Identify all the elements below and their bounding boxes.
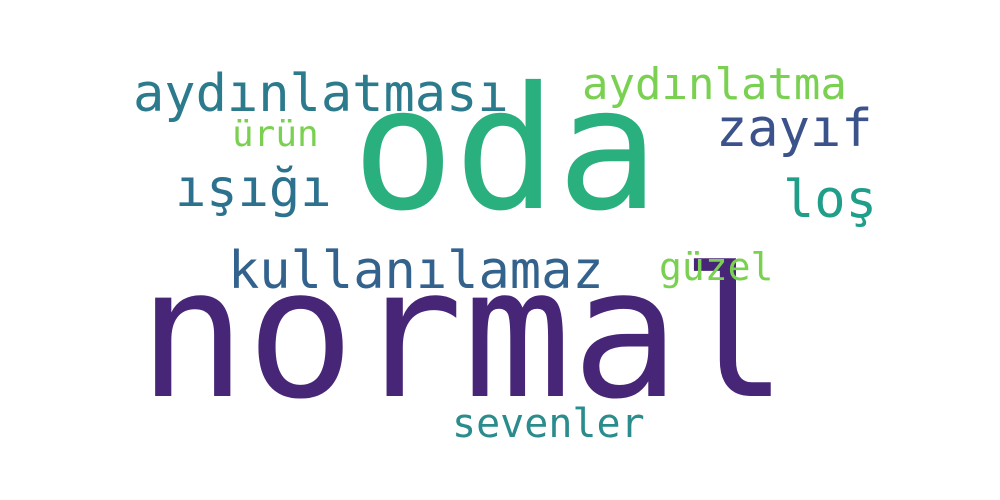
- word-normal: normal: [138, 230, 789, 439]
- word-oda: oda: [352, 51, 660, 249]
- word-aydinlatma: aydınlatma: [582, 59, 847, 110]
- word-urun: ürün: [232, 114, 319, 155]
- word-zayif: zayıf: [716, 99, 873, 159]
- word-isigi: ışığı: [175, 159, 332, 219]
- word-sevenler: sevenler: [452, 401, 645, 447]
- word-los: loş: [783, 170, 877, 230]
- word-guzel: güzel: [659, 245, 774, 289]
- word-kullanilamaz: kullanılamaz: [228, 241, 604, 301]
- word-aydinlatmasi: aydınlatması: [133, 64, 509, 124]
